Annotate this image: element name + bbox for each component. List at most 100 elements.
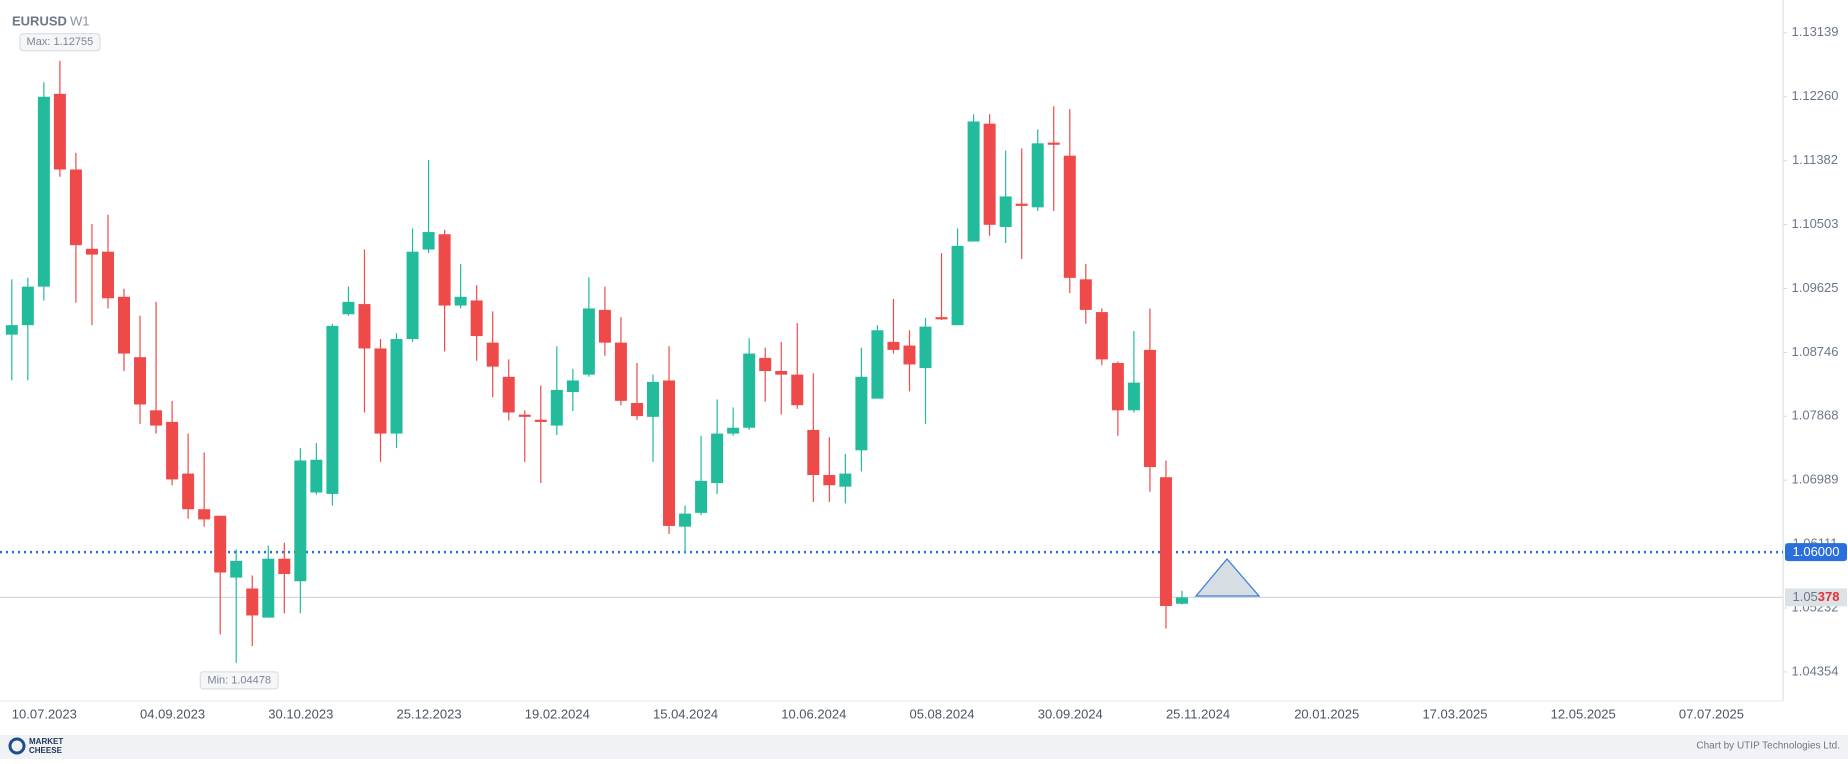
y-tick-label: 1.13139 [1792,24,1839,39]
x-tick-label: 30.09.2024 [1038,706,1103,721]
candle-body [422,232,435,250]
candle-body [85,248,98,255]
triangle-drawing [1194,557,1261,597]
candle-body [807,429,820,476]
max-label: Max: 1.12755 [27,36,94,48]
candle-body [1159,477,1172,606]
min-label: Min: 1.04478 [207,674,271,686]
candle-body [1079,279,1092,310]
x-tick-label: 25.12.2023 [397,706,462,721]
level-label: 1.06000 [1793,544,1840,559]
candle-body [647,381,659,417]
y-tick-label: 1.11382 [1792,152,1838,167]
candle-body [630,403,643,417]
x-tick-label: 20.01.2025 [1294,706,1359,721]
candle-body [967,121,980,242]
candle-body [1127,382,1140,411]
candle-body [358,304,371,349]
footer-band [0,735,1848,759]
candle-body [294,460,307,582]
candle-body [69,169,82,246]
y-tick-label: 1.10503 [1792,216,1839,231]
y-tick-label: 1.12260 [1792,88,1839,103]
candle-body [951,245,964,326]
candle-body [871,330,884,399]
x-tick-label: 05.08.2024 [909,706,974,721]
candle-body [855,376,868,451]
current-price-box [1785,588,1847,607]
candle-body [887,341,900,350]
candle-body [903,345,916,365]
candle-body [919,326,932,369]
candle-body [1047,142,1060,145]
candle-body [614,342,627,401]
y-tick-label: 1.09625 [1792,280,1839,295]
candle-body [278,558,291,574]
candle-body [198,509,211,520]
candle-body [1111,363,1124,411]
candle-body [711,433,724,484]
candle-body [935,317,948,320]
logo: MARKET CHEESE [8,737,63,755]
candle-body [502,376,515,413]
candle-body [37,96,50,287]
candle-body [518,414,531,417]
brand-line: CHEESE [29,746,63,755]
y-tick-label: 1.08746 [1792,344,1839,359]
candle-body [486,342,499,367]
candle-body [1095,312,1108,360]
candle-body [1015,203,1028,206]
candle-body [759,357,772,372]
candle-body [1063,155,1076,278]
x-tick-label: 07.07.2025 [1679,706,1744,721]
x-tick-label: 17.03.2025 [1422,706,1487,721]
candle-body [566,380,579,393]
candle-body [983,123,996,225]
candle-body [310,459,323,493]
candle-body [1175,597,1188,604]
candle-body [438,234,451,306]
candle-body [999,196,1012,227]
x-tick-label: 12.05.2025 [1551,706,1616,721]
candle-body [454,296,467,306]
level-label-box [1785,543,1847,562]
symbol: EURUSD [12,13,67,28]
x-tick-label: 30.10.2023 [268,706,333,721]
x-tick-label: 10.06.2024 [781,706,846,721]
candle-body [823,475,836,486]
candle-body [663,380,676,526]
candle-body [214,515,227,573]
candle-body [582,308,595,375]
candle-body [598,309,611,343]
candle-body [246,588,259,616]
candle-body [791,374,804,406]
candle-body [406,251,419,339]
x-tick-label: 10.07.2023 [12,706,77,721]
candle-body [134,357,147,405]
candle-body [182,473,195,510]
y-tick-label: 1.04354 [1792,663,1839,678]
credit: Chart by UTIP Technologies Ltd. [1696,741,1840,752]
current-price-major: 1.05 [1792,589,1817,604]
brand-line: MARKET [29,737,63,746]
x-tick-label: 04.09.2023 [140,706,205,721]
x-tick-label: 19.02.2024 [525,706,590,721]
candle-body [743,353,756,428]
current-price-label: 1.05378 [1792,589,1839,604]
x-tick-label: 25.11.2024 [1166,706,1230,721]
candle-body [326,325,339,494]
candle-body [1031,143,1044,208]
timeframe: W1 [70,13,90,28]
candle-body [390,338,403,434]
candle-body [118,296,131,354]
candle-body [21,286,34,326]
current-price-minor: 378 [1818,589,1840,604]
candle-body [727,427,740,434]
candle-body [695,480,708,513]
min-label-box [199,671,279,690]
candle-body [342,301,355,315]
candle-body [839,473,852,487]
candle-body [470,300,483,337]
